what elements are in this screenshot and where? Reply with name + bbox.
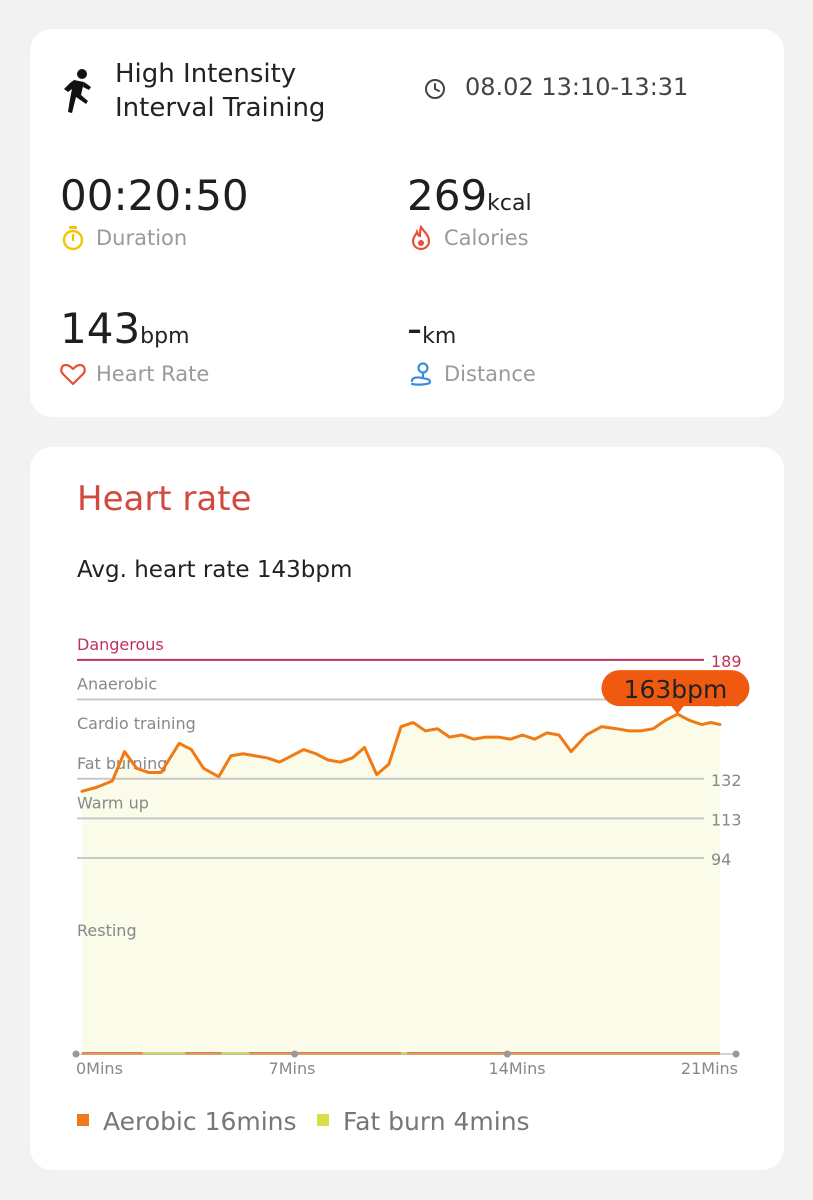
max-heart-rate-label: 163bpm <box>624 675 728 704</box>
heart-rate-value: 143bpm <box>60 304 190 353</box>
x-tick-dot <box>72 1050 80 1058</box>
zone-threshold-label: 189 <box>711 652 742 671</box>
distance-label: Distance <box>444 362 536 386</box>
legend-aerobic: Aerobic 16mins <box>77 1107 297 1136</box>
zone-name-label: Anaerobic <box>77 675 157 694</box>
max-heart-rate-pointer <box>670 705 685 715</box>
clock-icon <box>425 79 445 99</box>
zone-name-label: Fat burning <box>77 754 167 773</box>
heart-rate-area <box>82 714 720 1054</box>
calories-label: Calories <box>444 226 529 250</box>
legend-aerobic-swatch <box>77 1114 89 1126</box>
heart-rate-card: Heart rate Avg. heart rate 143bpm 189 Dan… <box>30 447 784 1170</box>
calories-value: 269kcal <box>407 171 532 220</box>
zone-threshold-label: 113 <box>711 810 742 829</box>
duration-value: 00:20:50 <box>60 171 249 220</box>
zone-threshold-label: 132 <box>711 771 742 790</box>
max-heart-rate-badge <box>601 670 750 707</box>
running-person-icon <box>64 69 91 113</box>
zone-name-label: Cardio training <box>77 714 196 733</box>
heart-rate-title: Heart rate <box>77 479 252 519</box>
zone-threshold-label: 94 <box>711 850 731 869</box>
legend-fat-burn-swatch <box>317 1114 329 1126</box>
route-pin-icon <box>410 362 432 386</box>
average-heart-rate: Avg. heart rate 143bpm <box>77 557 353 583</box>
heart-rate-line <box>80 712 722 793</box>
x-tick-dot <box>503 1050 511 1058</box>
x-tick-label: 14Mins <box>488 1059 545 1078</box>
zone-name-label: Resting <box>77 921 137 940</box>
heart-icon <box>60 363 86 386</box>
stopwatch-icon <box>62 226 84 251</box>
x-tick-dot <box>291 1050 299 1058</box>
zone-name-label: Dangerous <box>77 635 164 654</box>
x-tick-label: 21Mins <box>681 1059 738 1078</box>
heart-rate-label: Heart Rate <box>96 362 210 386</box>
activity-name: High Intensity Interval Training <box>115 59 326 123</box>
flame-icon <box>411 225 431 251</box>
duration-label: Duration <box>96 226 188 250</box>
legend-fat-burn: Fat burn 4mins <box>317 1107 530 1136</box>
zone-name-label: Warm up <box>77 793 149 812</box>
distance-value: -km <box>407 304 457 353</box>
x-tick-label: 0Mins <box>76 1059 123 1078</box>
heart-rate-chart[interactable]: 189Dangerous170AnaerobicCardio training1… <box>30 635 784 1078</box>
x-tick-dot <box>732 1050 740 1058</box>
x-tick-label: 7Mins <box>269 1059 316 1078</box>
workout-time-range: 08.02 13:10-13:31 <box>465 73 689 101</box>
workout-summary-card: High Intensity Interval Training 08.02 1… <box>30 29 784 417</box>
